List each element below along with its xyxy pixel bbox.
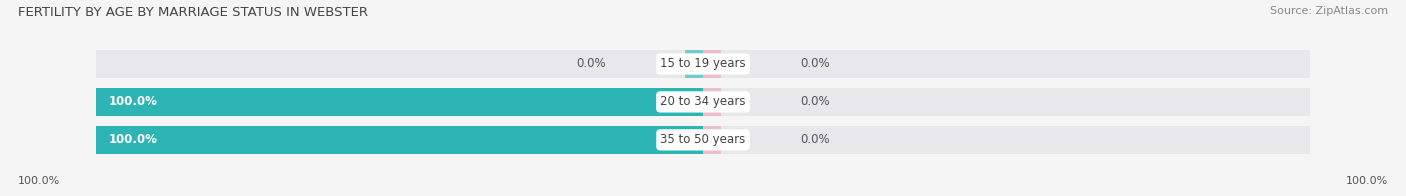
Bar (703, 88, 721, 116)
Legend: Married, Unmarried: Married, Unmarried (621, 193, 785, 196)
Text: FERTILITY BY AGE BY MARRIAGE STATUS IN WEBSTER: FERTILITY BY AGE BY MARRIAGE STATUS IN W… (18, 6, 368, 19)
Bar (97, 88, 703, 116)
Text: 20 to 34 years: 20 to 34 years (661, 95, 745, 108)
Text: 100.0%: 100.0% (18, 176, 60, 186)
Bar (685, 50, 703, 78)
Text: Source: ZipAtlas.com: Source: ZipAtlas.com (1270, 6, 1388, 16)
Text: 0.0%: 0.0% (800, 133, 830, 146)
Text: 15 to 19 years: 15 to 19 years (661, 57, 745, 71)
Bar (703, 126, 721, 153)
Text: 100.0%: 100.0% (1346, 176, 1388, 186)
Text: 0.0%: 0.0% (576, 57, 606, 71)
Text: 100.0%: 100.0% (108, 95, 157, 108)
Bar (97, 50, 1309, 78)
Text: 35 to 50 years: 35 to 50 years (661, 133, 745, 146)
Bar (97, 88, 1309, 116)
Text: 0.0%: 0.0% (800, 57, 830, 71)
Text: 100.0%: 100.0% (108, 133, 157, 146)
Bar (97, 126, 703, 153)
Bar (97, 126, 1309, 153)
Bar (703, 50, 721, 78)
Text: 0.0%: 0.0% (800, 95, 830, 108)
